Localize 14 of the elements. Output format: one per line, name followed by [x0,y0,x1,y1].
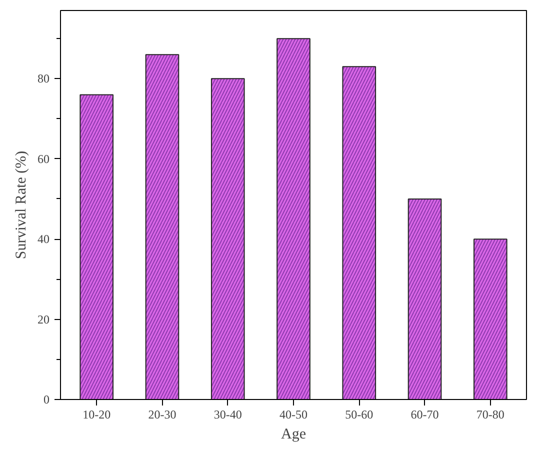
x-tick-label: 50-60 [345,408,374,422]
x-tick-label: 40-50 [280,408,308,422]
x-tick-label: 10-20 [82,408,111,422]
y-axis-title: Survival Rate (%) [14,150,30,260]
x-tick-label: 70-80 [476,408,504,422]
x-tick-label: 60-70 [410,408,439,422]
y-tick-label: 0 [44,392,50,406]
y-tick-label: 80 [38,72,50,86]
x-tick-label: 30-40 [214,408,242,422]
y-tick-label: 40 [38,232,50,246]
y-tick-label: 20 [38,312,50,326]
x-axis-title: Age [281,426,306,442]
x-tick-label: 20-30 [148,408,176,422]
y-tick-label: 60 [38,152,50,166]
